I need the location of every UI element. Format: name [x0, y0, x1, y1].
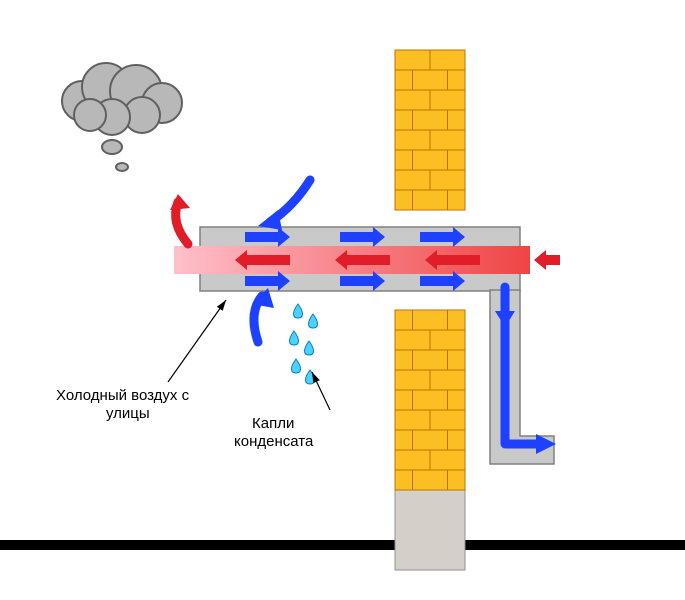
- ventilation-diagram: Холодный воздух сулицы Капликонденсата: [0, 0, 685, 600]
- wall-base: [395, 490, 465, 570]
- label-cold-air: Холодный воздух с: [56, 387, 190, 404]
- condensate-drop: [309, 314, 318, 328]
- label-condensate-2: конденсата: [234, 433, 314, 450]
- pointer-condensate: [312, 372, 330, 410]
- cloud-icon: [62, 63, 182, 171]
- label-cold-air-2: улицы: [106, 405, 150, 422]
- condensate-drop: [292, 359, 301, 373]
- condensate-drop: [294, 304, 303, 318]
- condensate-drop: [305, 341, 314, 355]
- label-condensate: Капли: [252, 415, 294, 432]
- pointer-cold-air: [168, 300, 226, 382]
- hot-exhaust-arrow-head: [170, 194, 190, 210]
- ground: [0, 540, 685, 550]
- condensate-drop: [306, 370, 315, 384]
- hot-inlet-arrow: [534, 250, 560, 270]
- condensate-drop: [290, 331, 299, 345]
